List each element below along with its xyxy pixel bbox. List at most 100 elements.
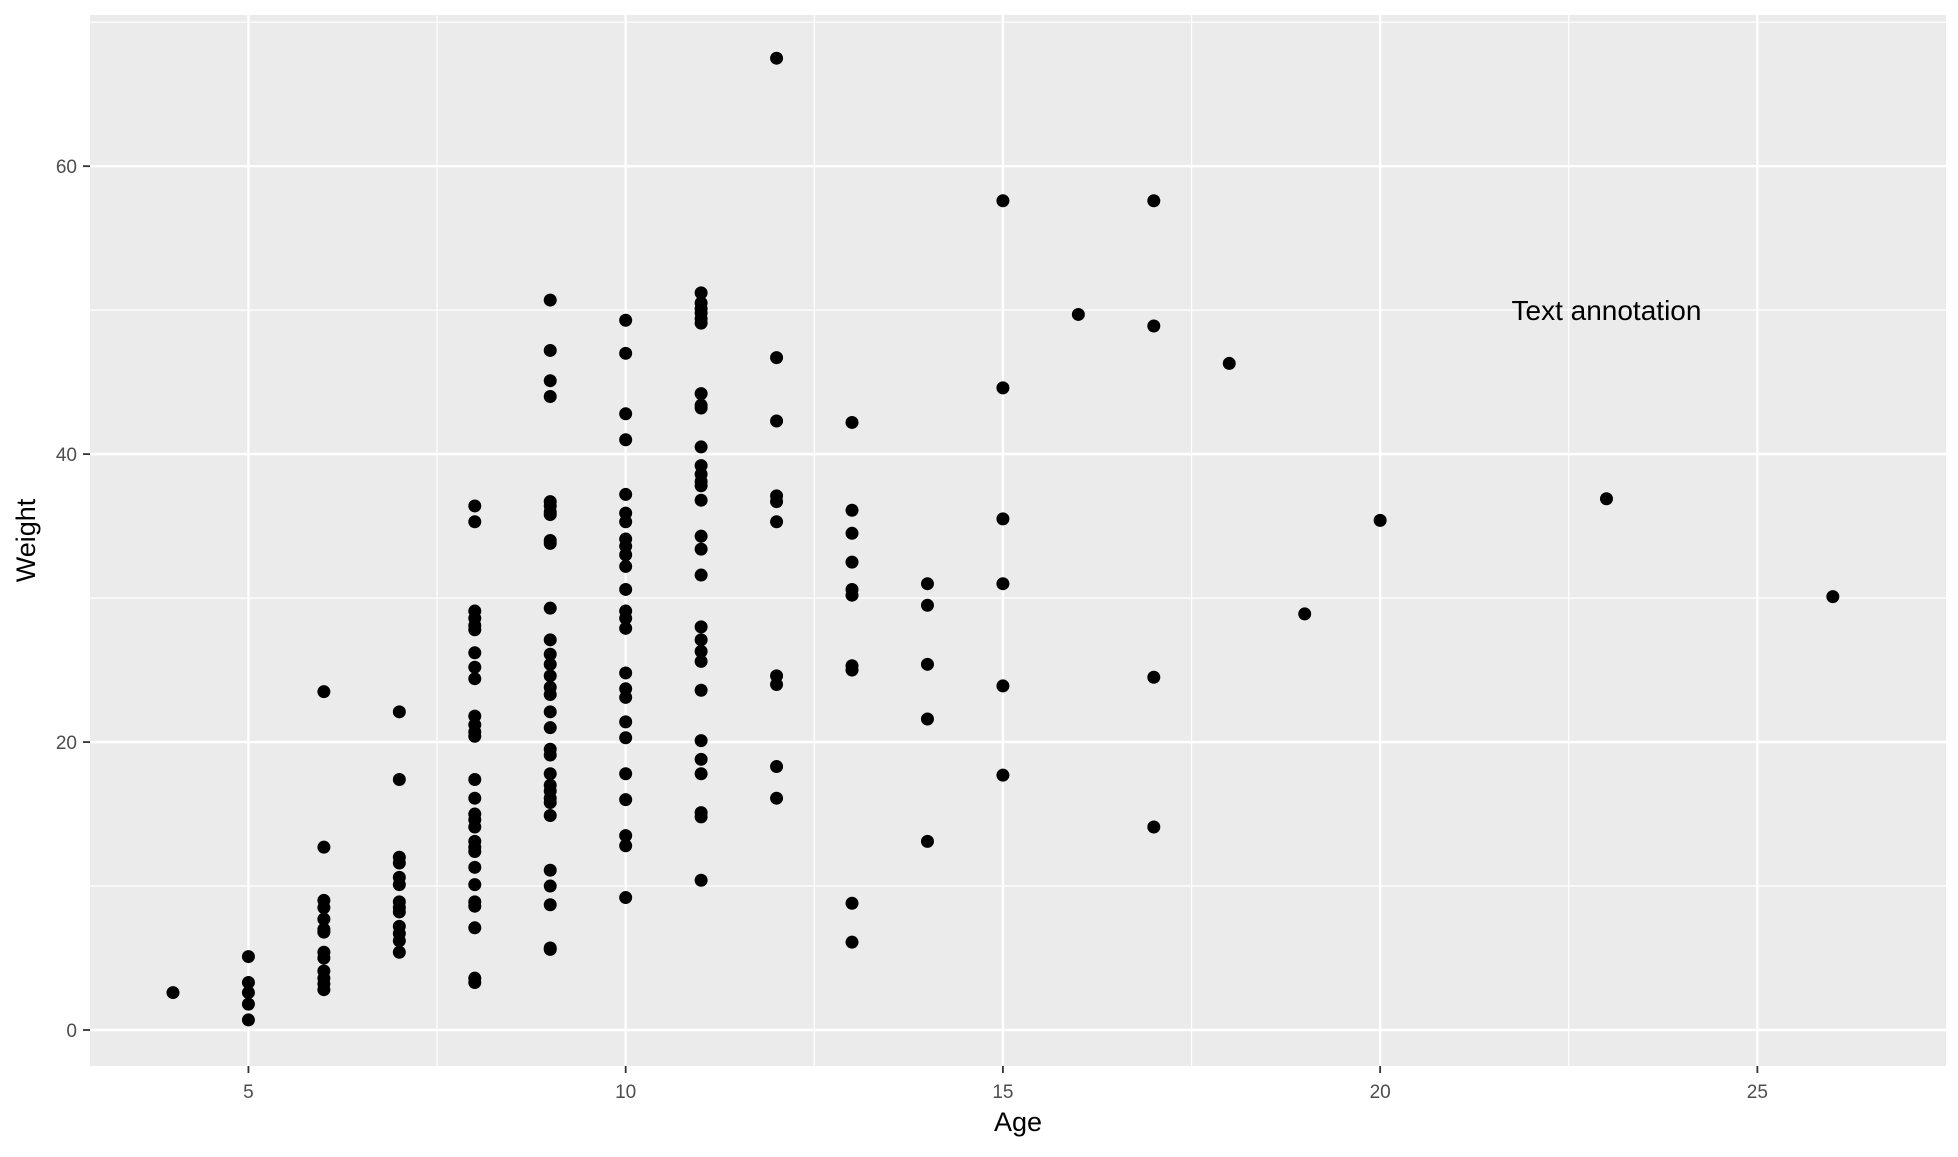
data-point xyxy=(619,611,633,625)
axes: 5 10 15 20 25 0 20 40 60 xyxy=(56,157,1768,1103)
data-point xyxy=(317,951,331,965)
data-point xyxy=(694,644,708,658)
data-point xyxy=(317,685,331,699)
data-point xyxy=(468,646,482,660)
x-tick-label: 5 xyxy=(243,1082,254,1103)
data-point xyxy=(543,942,557,956)
data-point xyxy=(694,440,708,454)
x-tick-label: 10 xyxy=(615,1082,636,1103)
data-point xyxy=(619,829,633,843)
data-point xyxy=(770,677,784,691)
data-point xyxy=(317,983,331,997)
data-point xyxy=(845,555,859,569)
data-point xyxy=(543,508,557,522)
data-point xyxy=(770,791,784,805)
data-point xyxy=(996,768,1010,782)
grid-lines xyxy=(90,15,1946,1066)
data-point xyxy=(845,935,859,949)
data-point xyxy=(845,588,859,602)
data-point xyxy=(920,834,934,848)
data-point xyxy=(468,975,482,989)
data-point xyxy=(694,734,708,748)
data-point xyxy=(317,912,331,926)
data-point xyxy=(543,796,557,810)
y-tick-label: 20 xyxy=(56,733,77,754)
data-point xyxy=(241,986,255,1000)
data-point xyxy=(619,433,633,447)
data-point xyxy=(619,346,633,360)
data-point xyxy=(1071,307,1085,321)
data-point xyxy=(543,748,557,762)
data-point xyxy=(694,873,708,887)
data-point xyxy=(920,598,934,612)
data-point xyxy=(1147,820,1161,834)
data-point xyxy=(317,925,331,939)
x-axis-title: Age xyxy=(994,1107,1042,1137)
data-point xyxy=(619,487,633,501)
data-point xyxy=(694,316,708,330)
y-tick-label: 40 xyxy=(56,445,77,466)
data-point xyxy=(241,1013,255,1027)
data-point xyxy=(392,905,406,919)
data-point xyxy=(543,293,557,307)
data-point xyxy=(1599,492,1613,506)
data-point xyxy=(543,633,557,647)
data-point xyxy=(845,896,859,910)
x-tick-label: 15 xyxy=(992,1082,1013,1103)
data-point xyxy=(694,529,708,543)
data-point xyxy=(619,515,633,529)
data-point xyxy=(468,515,482,529)
data-point xyxy=(845,503,859,517)
data-point xyxy=(543,669,557,683)
data-point xyxy=(543,863,557,877)
data-point xyxy=(543,657,557,671)
data-point xyxy=(619,548,633,562)
data-point xyxy=(1147,319,1161,333)
data-point xyxy=(996,679,1010,693)
data-point xyxy=(770,760,784,774)
data-point xyxy=(770,515,784,529)
data-point xyxy=(317,840,331,854)
data-point xyxy=(468,820,482,834)
data-point xyxy=(845,526,859,540)
data-point xyxy=(468,623,482,637)
data-point xyxy=(694,620,708,634)
data-point xyxy=(468,860,482,874)
data-point xyxy=(543,343,557,357)
data-point xyxy=(543,390,557,404)
x-tick-label: 25 xyxy=(1747,1082,1768,1103)
data-point xyxy=(543,374,557,388)
data-point xyxy=(694,493,708,507)
data-point xyxy=(619,793,633,807)
data-point xyxy=(543,601,557,615)
data-point xyxy=(468,844,482,858)
data-point xyxy=(543,767,557,781)
data-point xyxy=(694,401,708,415)
data-point xyxy=(619,559,633,573)
data-point xyxy=(694,286,708,300)
data-point xyxy=(392,705,406,719)
data-point xyxy=(619,690,633,704)
data-point xyxy=(619,839,633,853)
data-point xyxy=(468,660,482,674)
data-point xyxy=(468,878,482,892)
data-point xyxy=(392,878,406,892)
data-point xyxy=(241,950,255,964)
data-point xyxy=(619,313,633,327)
data-point xyxy=(996,194,1010,208)
data-point xyxy=(543,705,557,719)
data-point xyxy=(468,921,482,935)
y-tick-label: 0 xyxy=(66,1021,77,1042)
data-point xyxy=(694,752,708,766)
data-point xyxy=(1147,194,1161,208)
data-point xyxy=(845,663,859,677)
data-point xyxy=(920,577,934,591)
data-point xyxy=(543,536,557,550)
data-point xyxy=(1373,513,1387,527)
data-point xyxy=(543,879,557,893)
data-point xyxy=(619,891,633,905)
data-point xyxy=(770,51,784,65)
data-point xyxy=(619,715,633,729)
data-point xyxy=(543,688,557,702)
